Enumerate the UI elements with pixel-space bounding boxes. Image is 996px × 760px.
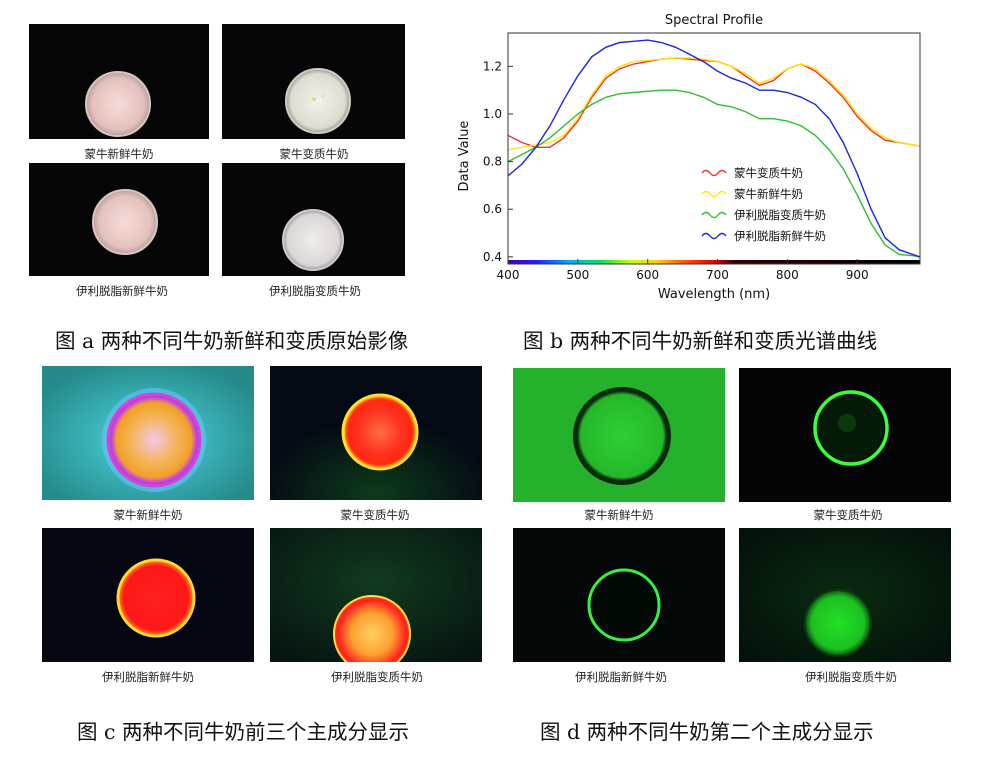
y-tick-label: 0.4 — [483, 250, 502, 264]
fig-a-label-4: 伊利脱脂变质牛奶 — [269, 284, 361, 298]
y-tick-label: 0.6 — [483, 202, 502, 216]
legend-label: 伊利脱脂变质牛奶 — [734, 208, 826, 222]
fig-a-image-yili-fresh — [29, 163, 209, 276]
x-tick-label: 400 — [497, 268, 520, 282]
fig-d-image-yili-fresh — [513, 528, 725, 662]
fig-a-caption: 图 a 两种不同牛奶新鲜和变质原始影像 — [55, 329, 409, 353]
fig-d-image-mengniu-fresh — [513, 368, 725, 502]
y-tick-label: 1.2 — [483, 59, 502, 73]
y-tick-label: 0.8 — [483, 155, 502, 169]
fig-a-image-mengniu-spoiled — [222, 24, 405, 139]
fig-c-image-yili-spoiled — [270, 528, 482, 662]
x-tick-label: 800 — [776, 268, 799, 282]
fig-d-label-2: 蒙牛变质牛奶 — [813, 508, 883, 522]
series-line — [507, 39, 921, 258]
x-tick-label: 500 — [566, 268, 589, 282]
fig-c-label-4: 伊利脱脂变质牛奶 — [331, 670, 423, 684]
fig-b-caption: 图 b 两种不同牛奶新鲜和变质光谱曲线 — [523, 329, 878, 353]
legend-swatch — [701, 211, 727, 219]
fig-c-label-2: 蒙牛变质牛奶 — [340, 508, 410, 522]
wavelength-color-bar — [508, 260, 920, 264]
chart-title: Spectral Profile — [665, 13, 763, 28]
fig-c-label-1: 蒙牛新鲜牛奶 — [113, 508, 183, 522]
fig-d-label-3: 伊利脱脂新鲜牛奶 — [575, 670, 667, 684]
fig-d-image-mengniu-spoiled — [739, 368, 951, 502]
x-tick-label: 600 — [636, 268, 659, 282]
fig-c-label-3: 伊利脱脂新鲜牛奶 — [102, 670, 194, 684]
legend-swatch — [701, 169, 727, 177]
x-tick-label: 700 — [706, 268, 729, 282]
fig-a-label-1: 蒙牛新鲜牛奶 — [84, 147, 154, 161]
fig-d-label-4: 伊利脱脂变质牛奶 — [805, 670, 897, 684]
fig-a-image-mengniu-fresh — [29, 24, 209, 139]
spectral-profile-chart: Spectral Profile Data Value Wavelength (… — [457, 13, 921, 302]
chart-y-axis-label: Data Value — [457, 121, 472, 192]
fig-d-caption: 图 d 两种不同牛奶第二个主成分显示 — [540, 720, 874, 744]
fig-d-label-1: 蒙牛新鲜牛奶 — [584, 508, 654, 522]
x-tick-label: 900 — [846, 268, 869, 282]
plot-frame — [507, 32, 921, 265]
y-tick-label: 1.0 — [483, 107, 502, 121]
legend-label: 伊利脱脂新鲜牛奶 — [734, 229, 826, 243]
fig-c-image-yili-fresh — [42, 528, 254, 662]
fig-a-label-3: 伊利脱脂新鲜牛奶 — [76, 284, 168, 298]
legend-label: 蒙牛变质牛奶 — [734, 166, 803, 180]
fig-a-label-2: 蒙牛变质牛奶 — [279, 147, 349, 161]
legend-swatch — [701, 232, 727, 240]
legend-swatch — [701, 190, 727, 198]
fig-c-image-mengniu-spoiled — [270, 366, 482, 500]
fig-c-image-mengniu-fresh — [42, 366, 254, 500]
series-line — [507, 89, 921, 258]
fig-a-image-yili-spoiled — [222, 163, 405, 276]
series-line — [507, 57, 921, 151]
fig-c-caption: 图 c 两种不同牛奶前三个主成分显示 — [77, 720, 410, 744]
fig-d-image-yili-spoiled — [739, 528, 951, 662]
legend-label: 蒙牛新鲜牛奶 — [734, 187, 803, 201]
chart-x-axis-label: Wavelength (nm) — [658, 287, 770, 302]
